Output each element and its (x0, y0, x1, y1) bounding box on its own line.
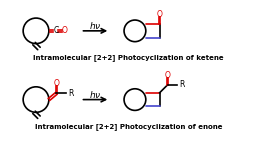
Text: $h\nu$: $h\nu$ (89, 20, 102, 31)
Text: $h\nu$: $h\nu$ (89, 89, 102, 100)
Text: Intramolecular [2+2] Photocyclization of enone: Intramolecular [2+2] Photocyclization of… (35, 123, 222, 130)
Text: C: C (53, 26, 58, 35)
Text: R: R (179, 80, 185, 89)
Text: R: R (68, 89, 74, 98)
Text: O: O (157, 10, 163, 19)
Text: O: O (53, 79, 59, 88)
Text: O: O (62, 26, 68, 35)
Text: O: O (165, 71, 170, 79)
Text: Intramolecular [2+2] Photocyclization of ketene: Intramolecular [2+2] Photocyclization of… (33, 54, 224, 61)
